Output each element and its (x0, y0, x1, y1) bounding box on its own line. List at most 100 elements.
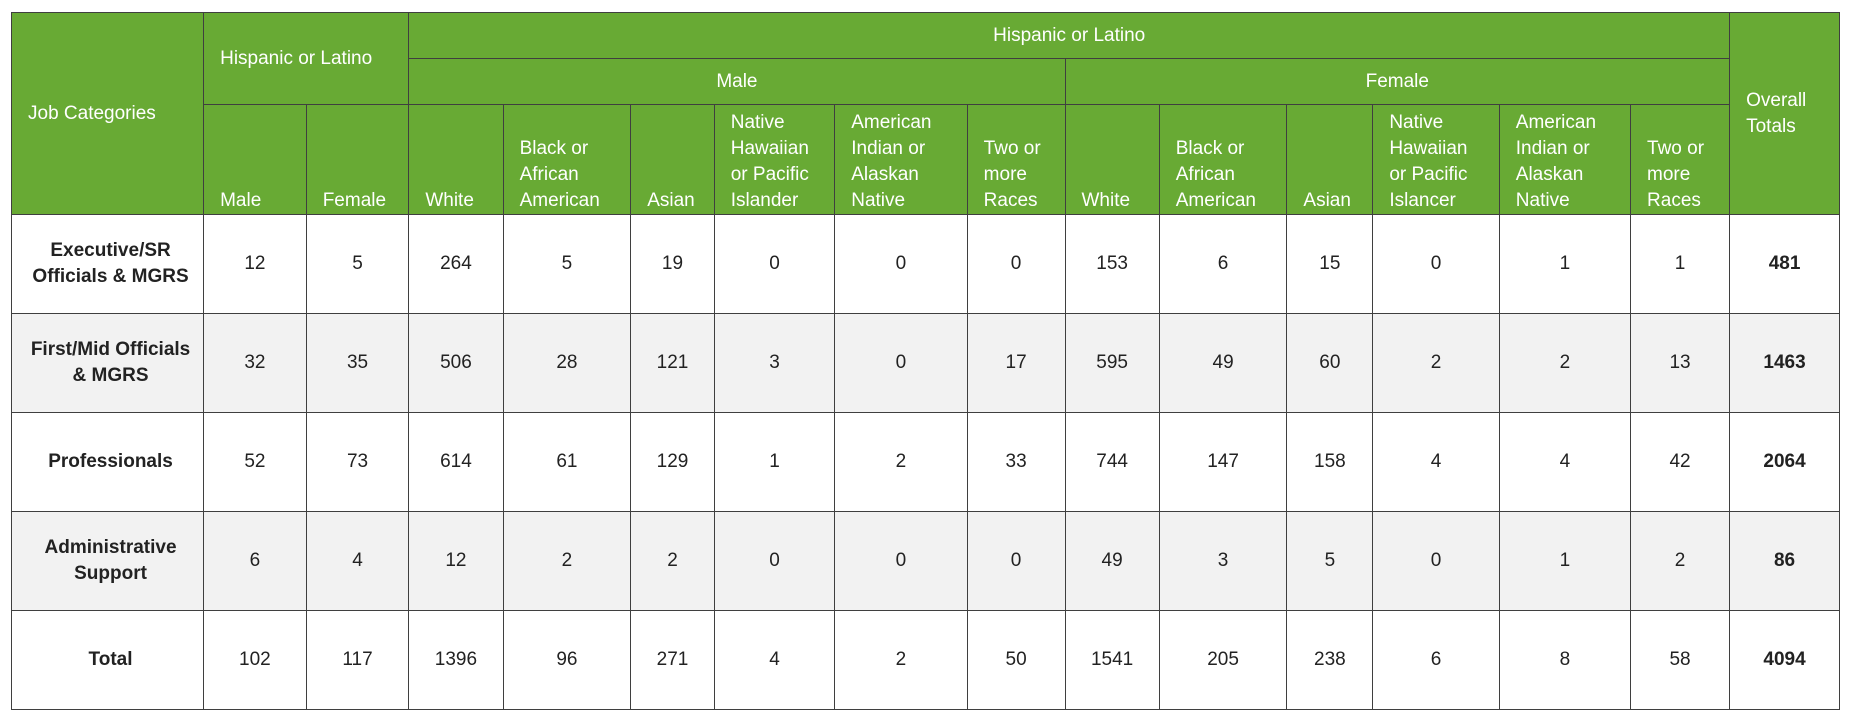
table-cell: 32 (203, 313, 307, 413)
table-cell: 17 (966, 313, 1066, 413)
header-female-black: Black or African American (1158, 104, 1288, 215)
table-cell: 33 (966, 412, 1066, 512)
table-cell: 117 (305, 610, 410, 710)
row-overall-total: 481 (1729, 214, 1840, 314)
table-cell: 49 (1064, 511, 1160, 611)
table-row: Executive/SR Officials & MGRS 12 5 264 5 19 0 0… (10, 214, 1840, 314)
row-overall-total: 86 (1729, 511, 1840, 611)
table-cell: 264 (408, 214, 504, 314)
table-cell: 2 (502, 511, 632, 611)
table-cell: 60 (1286, 313, 1374, 413)
table-cell: 61 (502, 412, 632, 512)
table-cell: 52 (203, 412, 307, 512)
table-row: First/Mid Officials & MGRS 32 35 506 28 121 3 0… (10, 313, 1840, 413)
table-row: Total 102 117 1396 96 271 4 2 50 1541 205 238 6 8 58 40… (10, 610, 1840, 710)
table-cell: 28 (502, 313, 632, 413)
table-cell: 153 (1064, 214, 1160, 314)
table-cell: 8 (1498, 610, 1632, 710)
table-cell: 2 (1372, 313, 1500, 413)
table-cell: 5 (1286, 511, 1374, 611)
table-cell: 614 (408, 412, 504, 512)
table-cell: 6 (1158, 214, 1288, 314)
table-cell: 6 (203, 511, 307, 611)
table-cell: 3 (713, 313, 836, 413)
header-female-asian: Asian (1286, 104, 1374, 215)
row-category-label: Professionals (10, 412, 205, 512)
table-cell: 2 (1498, 313, 1632, 413)
table-cell: 506 (408, 313, 504, 413)
header-male-asian: Asian (630, 104, 715, 215)
table-cell: 271 (630, 610, 715, 710)
row-category-label: First/Mid Officials & MGRS (10, 313, 205, 413)
table-cell: 205 (1158, 610, 1288, 710)
table-cell: 15 (1286, 214, 1374, 314)
table-cell: 0 (713, 214, 836, 314)
header-hispanic-female: Female (305, 104, 410, 215)
row-category-label: Total (10, 610, 205, 710)
header-male-black: Black or African American (502, 104, 632, 215)
table-cell: 1396 (408, 610, 504, 710)
header-female-group: Female (1064, 58, 1731, 105)
table-cell: 0 (966, 511, 1066, 611)
table-cell: 2 (834, 412, 968, 512)
table-cell: 238 (1286, 610, 1374, 710)
header-hispanic-group: Hispanic or Latino (203, 12, 410, 105)
table-cell: 1541 (1064, 610, 1160, 710)
row-overall-total: 1463 (1729, 313, 1840, 413)
table-cell: 6 (1372, 610, 1500, 710)
table-cell: 1 (1498, 214, 1632, 314)
table-cell: 4 (1372, 412, 1500, 512)
row-category-label: Administrative Support (10, 511, 205, 611)
table-cell: 19 (630, 214, 715, 314)
header-male-two-or-more: Two or more Races (966, 104, 1066, 215)
table-cell: 1 (713, 412, 836, 512)
table-cell: 73 (305, 412, 410, 512)
table-cell: 50 (966, 610, 1066, 710)
table-cell: 4 (1498, 412, 1632, 512)
header-female-american-indian: American Indian or Alaskan Native (1498, 104, 1632, 215)
header-female-pacific-islander: Native Hawaiian or Pacific Islancer (1372, 104, 1500, 215)
header-hispanic-male: Male (203, 104, 307, 215)
table-cell: 121 (630, 313, 715, 413)
table-cell: 2 (834, 610, 968, 710)
table-cell: 3 (1158, 511, 1288, 611)
table-cell: 0 (713, 511, 836, 611)
table-row: Professionals 52 73 614 61 129 1 2 33 744 147 158 4 4… (10, 412, 1840, 512)
header-non-hispanic-group: Hispanic or Latino (408, 12, 1731, 59)
table-body: Executive/SR Officials & MGRS 12 5 264 5 19 0 0… (10, 214, 1840, 710)
table-cell: 2 (1630, 511, 1731, 611)
table-cell: 58 (1630, 610, 1731, 710)
table-cell: 0 (1372, 511, 1500, 611)
header-male-pacific-islander: Native Hawaiian or Pacific Islander (713, 104, 836, 215)
table-row: Administrative Support 6 4 12 2 2 0 0 0 49 3 5 0 1 2 86 (10, 511, 1840, 611)
table-cell: 129 (630, 412, 715, 512)
table-cell: 744 (1064, 412, 1160, 512)
header-male-group: Male (408, 58, 1066, 105)
header-job-categories: Job Categories (10, 12, 205, 215)
header-female-white: White (1064, 104, 1160, 215)
row-overall-total: 4094 (1729, 610, 1840, 710)
table-cell: 102 (203, 610, 307, 710)
table-cell: 158 (1286, 412, 1374, 512)
table-cell: 2 (630, 511, 715, 611)
table-cell: 5 (305, 214, 410, 314)
table-cell: 0 (834, 511, 968, 611)
table-cell: 35 (305, 313, 410, 413)
table-cell: 0 (1372, 214, 1500, 314)
table-cell: 4 (305, 511, 410, 611)
row-category-label: Executive/SR Officials & MGRS (10, 214, 205, 314)
table-cell: 4 (713, 610, 836, 710)
table-cell: 147 (1158, 412, 1288, 512)
table-cell: 13 (1630, 313, 1731, 413)
table-cell: 5 (502, 214, 632, 314)
table-cell: 49 (1158, 313, 1288, 413)
header-male-white: White (408, 104, 504, 215)
table-cell: 595 (1064, 313, 1160, 413)
row-overall-total: 2064 (1729, 412, 1840, 512)
table-cell: 12 (203, 214, 307, 314)
eeo-data-table: Job Categories Hispanic or Latino Hispan… (10, 12, 1840, 710)
table-cell: 0 (834, 214, 968, 314)
table-cell: 0 (834, 313, 968, 413)
table-cell: 1 (1498, 511, 1632, 611)
table-cell: 96 (502, 610, 632, 710)
